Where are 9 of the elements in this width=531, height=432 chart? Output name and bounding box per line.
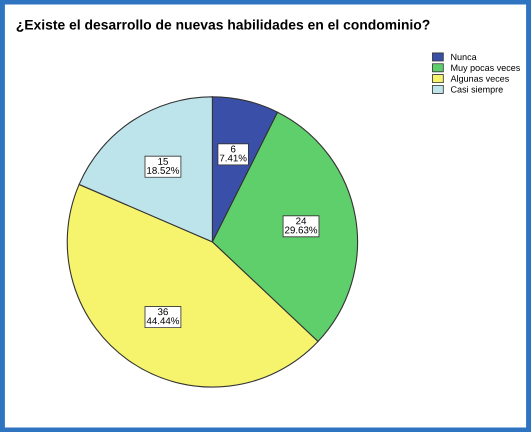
legend-label: Nunca bbox=[451, 54, 477, 60]
legend-label: Algunas veces bbox=[450, 75, 509, 84]
data-label: 36 44.44% bbox=[146, 308, 180, 324]
legend-label: Casi siempre bbox=[450, 86, 503, 94]
legend-label: Muy pocas veces bbox=[451, 64, 520, 73]
chart-title: ¿Existe el desarrollo de nuevas habilidades en el condominio? bbox=[16, 19, 430, 32]
data-label: 24 29.63% bbox=[285, 217, 318, 234]
data-label: 15 18.52% bbox=[147, 158, 180, 174]
data-label: 6 7.41% bbox=[220, 146, 247, 162]
